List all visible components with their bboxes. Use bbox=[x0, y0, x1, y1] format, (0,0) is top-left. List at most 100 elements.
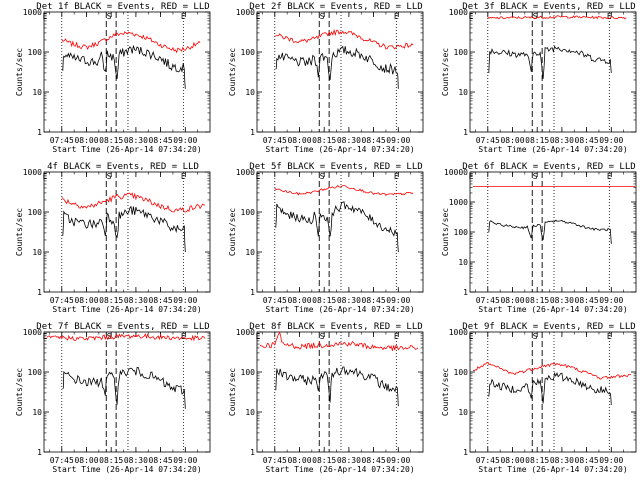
panel-2: Det 2f BLACK = Events, RED = LLD 1 10 100 10… bbox=[228, 2, 424, 154]
x-tick-label: 07:45 bbox=[263, 456, 287, 465]
lld-series-line bbox=[46, 333, 206, 342]
y-tick-label: 10 bbox=[245, 248, 255, 257]
x-tick-label: 08:45 bbox=[149, 296, 173, 305]
event-marker-label: E bbox=[607, 172, 612, 181]
x-tick-label: 09:00 bbox=[599, 456, 623, 465]
x-tick-label: 08:00 bbox=[74, 296, 98, 305]
event-marker-label: E bbox=[181, 12, 186, 21]
y-tick-label: 10 bbox=[32, 88, 42, 97]
x-tick-label: 07:45 bbox=[50, 136, 74, 145]
x-tick-label: 08:00 bbox=[287, 296, 311, 305]
y-axis-label: Counts/sec bbox=[228, 48, 237, 96]
event-marker-label: S bbox=[320, 172, 325, 181]
plot-frame bbox=[256, 171, 424, 293]
plot-title: Det 8f BLACK = Events, RED = LLD bbox=[249, 322, 422, 332]
x-tick-label: 07:45 bbox=[476, 136, 500, 145]
event-marker-label: E bbox=[394, 12, 399, 21]
y-tick-label: 1000 bbox=[236, 328, 255, 337]
x-tick-label: 08:15 bbox=[525, 136, 549, 145]
y-tick-label: 10 bbox=[458, 88, 468, 97]
panel-4: 4f BLACK = Events, RED = LLD 1 10 100 1000 Co… bbox=[15, 162, 211, 314]
lld-series-line bbox=[61, 31, 201, 54]
plot-frame bbox=[469, 11, 637, 133]
x-tick-label: 08:15 bbox=[99, 296, 123, 305]
x-tick-label: 07:45 bbox=[476, 296, 500, 305]
x-tick-label: 08:30 bbox=[550, 136, 574, 145]
x-tick-label: 09:00 bbox=[386, 296, 410, 305]
x-tick-label: 08:15 bbox=[525, 456, 549, 465]
x-tick-label: 08:15 bbox=[312, 456, 336, 465]
x-tick-label: 08:15 bbox=[312, 296, 336, 305]
y-tick-label: 1000 bbox=[236, 8, 255, 17]
event-marker-label: E bbox=[43, 12, 48, 21]
event-marker-label: E bbox=[607, 12, 612, 21]
plot-title: Det 5f BLACK = Events, RED = LLD bbox=[249, 162, 422, 172]
panel-6: Det 6f BLACK = Events, RED = LLD 1 10 100 10… bbox=[441, 162, 637, 314]
x-tick-label: 09:00 bbox=[173, 296, 197, 305]
plot-frame bbox=[43, 11, 211, 133]
event-marker-label: S bbox=[107, 172, 112, 181]
lld-series-line bbox=[274, 28, 414, 50]
events-series-line bbox=[275, 201, 399, 253]
y-tick-label: 1000 bbox=[23, 8, 42, 17]
y-tick-label: 1 bbox=[463, 448, 468, 457]
y-axis-label: Counts/sec bbox=[441, 368, 450, 416]
event-marker-label: S bbox=[533, 172, 538, 181]
y-axis-label: Counts/sec bbox=[15, 208, 24, 256]
x-tick-label: 08:30 bbox=[337, 456, 361, 465]
events-series-line bbox=[275, 366, 399, 407]
x-tick-label: 08:15 bbox=[312, 136, 336, 145]
plot-frame bbox=[469, 331, 637, 453]
x-axis-label: Start Time (26-Apr-14 07:34:20) bbox=[52, 305, 201, 314]
panel-5: Det 5f BLACK = Events, RED = LLD 1 10 100 10… bbox=[228, 162, 424, 314]
panel-1: Det 1f BLACK = Events, RED = LLD 1 10 100 10… bbox=[15, 2, 211, 154]
y-tick-label: 10 bbox=[245, 408, 255, 417]
y-axis-label: Counts/sec bbox=[228, 208, 237, 256]
event-marker-label: E bbox=[469, 12, 474, 21]
x-tick-label: 08:30 bbox=[124, 296, 148, 305]
lld-series-line bbox=[274, 185, 414, 196]
events-series-line bbox=[488, 219, 612, 244]
event-marker-label: S bbox=[107, 12, 112, 21]
x-tick-label: 07:45 bbox=[263, 136, 287, 145]
panel-7: Det 7f BLACK = Events, RED = LLD 1 10 100 10… bbox=[15, 322, 211, 474]
plot-title: 4f BLACK = Events, RED = LLD bbox=[47, 162, 199, 172]
y-tick-label: 1 bbox=[37, 288, 42, 297]
x-tick-label: 08:45 bbox=[575, 456, 599, 465]
event-marker-label: E bbox=[256, 172, 261, 181]
y-tick-label: 1 bbox=[37, 448, 42, 457]
x-tick-label: 09:00 bbox=[599, 296, 623, 305]
event-marker-label: S bbox=[320, 12, 325, 21]
x-tick-label: 08:45 bbox=[575, 136, 599, 145]
x-tick-label: 08:00 bbox=[500, 296, 524, 305]
y-tick-label: 100 bbox=[454, 48, 469, 57]
event-marker-label: E bbox=[469, 172, 474, 181]
y-tick-label: 1000 bbox=[23, 328, 42, 337]
x-tick-label: 08:00 bbox=[287, 456, 311, 465]
x-tick-label: 08:45 bbox=[575, 296, 599, 305]
y-tick-label: 1 bbox=[250, 288, 255, 297]
plot-title: Det 6f BLACK = Events, RED = LLD bbox=[462, 162, 635, 172]
panel-3: Det 3f BLACK = Events, RED = LLD 1 10 100 10… bbox=[441, 2, 637, 154]
y-tick-label: 1000 bbox=[23, 168, 42, 177]
events-series-line bbox=[62, 45, 186, 89]
x-axis-label: Start Time (26-Apr-14 07:34:20) bbox=[52, 465, 201, 474]
x-tick-label: 09:00 bbox=[386, 456, 410, 465]
y-tick-label: 10 bbox=[32, 408, 42, 417]
event-marker-label: E bbox=[181, 332, 186, 341]
y-tick-label: 100 bbox=[28, 368, 43, 377]
y-tick-label: 100 bbox=[241, 48, 256, 57]
x-tick-label: 08:15 bbox=[99, 456, 123, 465]
event-marker-label: S bbox=[320, 332, 325, 341]
events-series-line bbox=[488, 45, 612, 79]
x-tick-label: 08:30 bbox=[124, 136, 148, 145]
y-tick-label: 100 bbox=[241, 208, 256, 217]
plot-frame bbox=[43, 171, 211, 293]
y-tick-label: 1000 bbox=[449, 8, 468, 17]
x-tick-label: 08:30 bbox=[337, 296, 361, 305]
x-tick-label: 08:45 bbox=[149, 456, 173, 465]
events-series-line bbox=[62, 366, 186, 409]
x-tick-label: 07:45 bbox=[50, 456, 74, 465]
x-tick-label: 08:45 bbox=[362, 456, 386, 465]
x-tick-label: 08:00 bbox=[74, 136, 98, 145]
